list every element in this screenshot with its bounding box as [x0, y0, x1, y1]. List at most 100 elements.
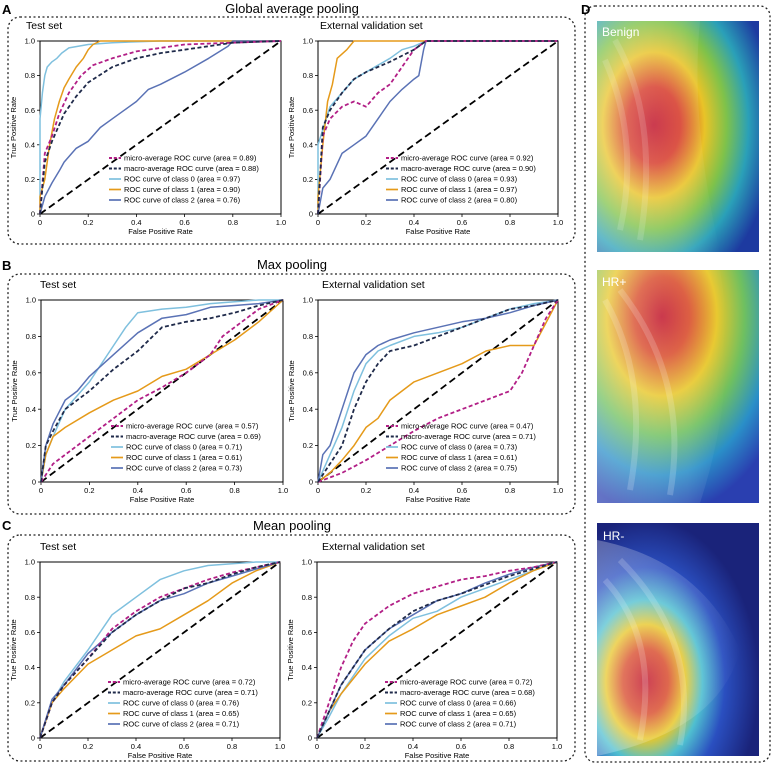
y-tick-label: 0.4: [25, 140, 35, 149]
roc-line-class0: [40, 299, 283, 483]
x-tick-label: 1.0: [276, 218, 286, 227]
x-tick-label: 0.6: [456, 742, 466, 751]
heatmap-hr-positive: HR+: [597, 270, 759, 503]
y-tick-label: 0.2: [303, 175, 313, 184]
x-tick-label: 0: [315, 742, 319, 751]
legend-label-micro: micro-average ROC curve (area = 0.72): [123, 678, 256, 687]
y-tick-label: 0.2: [303, 441, 313, 450]
roc-line-class1: [40, 299, 284, 483]
x-tick-label: 0.6: [457, 486, 467, 495]
y-tick-label: 0: [31, 734, 35, 743]
chance-diagonal: [317, 40, 559, 215]
roc-line-micro: [316, 561, 558, 739]
chart-title: Test set: [40, 279, 76, 291]
plot-area: [317, 299, 559, 483]
chance-diagonal: [40, 299, 284, 483]
roc-line-macro: [317, 299, 559, 483]
x-tick-label: 0.6: [179, 218, 189, 227]
roc-line-micro: [40, 299, 284, 483]
x-tick-label: 0.4: [133, 486, 143, 495]
roc-chart-1: Test set 0 0.2 0.4 0.6 0.8 1.0 0 0.2 0.4 0.6 0.8 1.0…: [9, 20, 286, 236]
legend-label-class1: ROC curve of class 1 (area = 0.97): [401, 185, 518, 194]
roc-chart-6: External validation set 0 0.2 0.4 0.6 0.8 1.0 0…: [286, 541, 562, 760]
x-tick-label: 1.0: [553, 486, 563, 495]
x-tick-label: 0.2: [83, 742, 93, 751]
y-tick-label: 0: [31, 210, 35, 219]
roc-line-macro: [39, 561, 281, 739]
section-c: C Mean pooling: [2, 518, 576, 762]
section-b: B Max pooling: [2, 257, 576, 515]
x-tick-label: 0.4: [409, 218, 419, 227]
y-tick-label: 0.8: [25, 71, 35, 80]
chart-title: External validation set: [322, 279, 425, 291]
panel-letter-a: A: [2, 2, 12, 17]
legend-label-class0: ROC curve of class 0 (area = 0.97): [124, 175, 241, 184]
y-tick-label: 1.0: [25, 37, 35, 46]
legend-label-class1: ROC curve of class 1 (area = 0.61): [401, 453, 518, 462]
section-a-title: Global average pooling: [225, 1, 359, 16]
y-tick-label: 1.0: [303, 37, 313, 46]
legend-label-class1: ROC curve of class 1 (area = 0.90): [124, 185, 241, 194]
roc-line-macro: [39, 40, 282, 215]
section-a: A Global average pooling: [2, 1, 576, 245]
roc-chart-4: External validation set 0 0.2 0.4 0.6 0.8 1.0 0…: [287, 279, 563, 504]
roc-line-class2: [39, 40, 281, 215]
legend-label-class2: ROC curve of class 2 (area = 0.80): [401, 196, 518, 205]
y-tick-label: 0.6: [303, 368, 313, 377]
legend-label-class0: ROC curve of class 0 (area = 0.66): [400, 699, 517, 708]
x-axis-label: False Positive Rate: [128, 227, 193, 236]
chart-title: Test set: [26, 20, 62, 32]
legend-label-macro: macro-average ROC curve (area = 0.90): [401, 164, 536, 173]
y-axis-label: True Positive Rate: [10, 360, 19, 421]
y-tick-label: 0.8: [303, 71, 313, 80]
x-tick-label: 0.8: [505, 218, 515, 227]
y-axis-label: True Positive Rate: [9, 619, 18, 680]
y-tick-label: 0: [309, 210, 313, 219]
y-axis-label: True Positive Rate: [9, 97, 18, 158]
roc-line-micro: [39, 40, 282, 215]
x-tick-label: 0: [38, 218, 42, 227]
chance-diagonal: [317, 299, 559, 483]
section-b-frame: [7, 273, 576, 515]
roc-line-class2: [317, 40, 558, 215]
legend-label-class1: ROC curve of class 1 (area = 0.61): [126, 453, 243, 462]
x-tick-label: 0.2: [361, 218, 371, 227]
legend-label-macro: macro-average ROC curve (area = 0.71): [123, 688, 258, 697]
roc-line-class1: [317, 40, 558, 214]
x-axis-label: False Positive Rate: [130, 495, 195, 504]
roc-chart-3: Test set 0 0.2 0.4 0.6 0.8 1.0 0 0.2 0.4 0.6 0.8 1.0…: [10, 279, 288, 504]
y-tick-label: 0.6: [26, 368, 36, 377]
section-c-frame: [7, 534, 576, 762]
legend-label-macro: macro-average ROC curve (area = 0.68): [400, 688, 535, 697]
roc-chart-2: External validation set 0 0.2 0.4 0.6 0.8 1.0 0…: [287, 20, 563, 236]
x-tick-label: 0.8: [227, 742, 237, 751]
y-tick-label: 0.4: [303, 140, 313, 149]
y-axis-label: True Positive Rate: [286, 619, 295, 680]
x-tick-label: 0.2: [360, 742, 370, 751]
heatmap-label-hr-negative: HR-: [603, 529, 624, 543]
legend-label-micro: micro-average ROC curve (area = 0.47): [401, 422, 534, 431]
x-tick-label: 0.8: [228, 218, 238, 227]
roc-line-macro: [316, 561, 558, 739]
section-b-title: Max pooling: [257, 257, 327, 272]
y-tick-label: 1.0: [302, 558, 312, 567]
legend-label-class1: ROC curve of class 1 (area = 0.65): [400, 709, 517, 718]
legend-label-macro: macro-average ROC curve (area = 0.71): [401, 432, 536, 441]
legend-label-class2: ROC curve of class 2 (area = 0.76): [124, 196, 241, 205]
x-tick-label: 0.4: [408, 742, 418, 751]
x-tick-label: 0.8: [229, 486, 239, 495]
y-tick-label: 0: [308, 734, 312, 743]
x-tick-label: 1.0: [553, 218, 563, 227]
legend-label-class2: ROC curve of class 2 (area = 0.73): [126, 464, 243, 473]
legend-label-class2: ROC curve of class 2 (area = 0.75): [401, 464, 518, 473]
chance-diagonal: [316, 561, 558, 739]
x-axis-label: False Positive Rate: [406, 495, 471, 504]
y-tick-label: 0.2: [302, 698, 312, 707]
x-tick-label: 0.4: [131, 742, 141, 751]
legend-label-macro: macro-average ROC curve (area = 0.88): [124, 164, 259, 173]
x-tick-label: 1.0: [552, 742, 562, 751]
y-tick-label: 0.8: [25, 593, 35, 602]
x-tick-label: 1.0: [278, 486, 288, 495]
y-tick-label: 0.8: [302, 593, 312, 602]
roc-line-class2: [317, 299, 559, 483]
